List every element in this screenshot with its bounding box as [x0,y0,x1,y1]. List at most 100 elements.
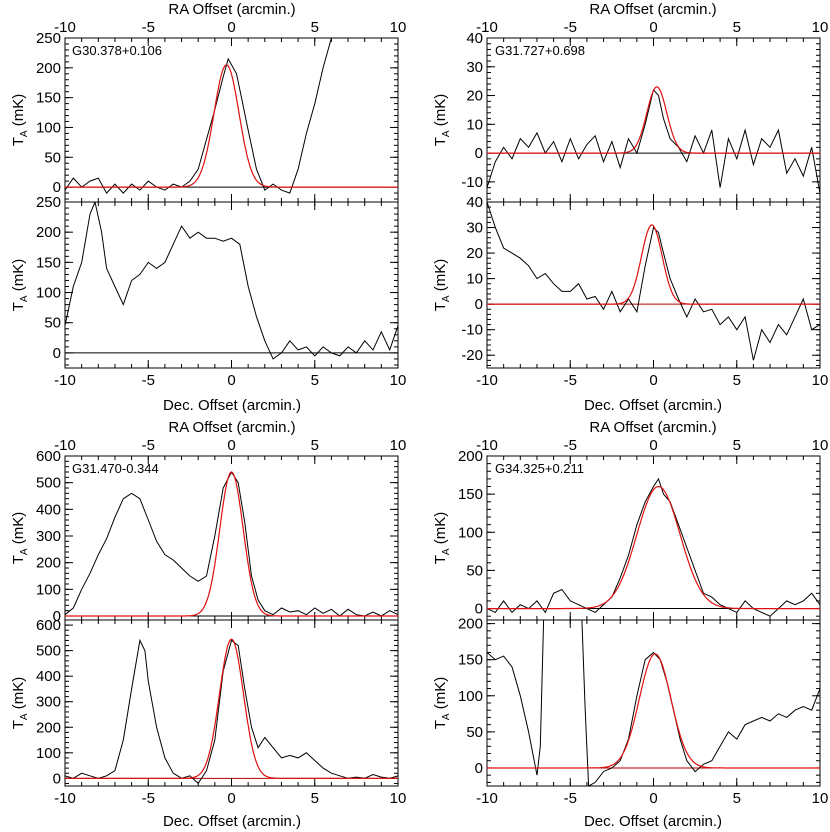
x-top-tick-label: 5 [311,19,319,36]
x-bottom-tick-label: -5 [142,790,155,807]
y-tick-label: 150 [458,652,483,669]
panel-2-source-name: G31.727+0.698 [495,43,585,58]
y-tick-label: 400 [36,501,61,518]
panel-3-top-axis-title: RA Offset (arcmin.) [168,419,295,436]
y-tick-label: 50 [466,562,483,579]
y-tick-label: 200 [458,616,483,633]
y-axis-label: TA (mK) [432,259,452,312]
y-axis-label: TA (mK) [10,677,30,730]
y-tick-label: -10 [461,322,483,339]
panel-4-dec-plot: 0 50 100 150 200 -10 -5 0 5 10 TA (mK) [432,616,828,807]
y-tick-label: 150 [36,254,61,271]
x-bottom-tick-label: 0 [649,790,657,807]
x-bottom-tick-label: -5 [142,372,155,389]
y-tick-label: 50 [44,315,61,332]
y-tick-label: 40 [466,194,483,211]
spectrum-line [65,470,398,617]
y-axis-label: TA (mK) [10,94,30,147]
panel-2-top-axis-title: RA Offset (arcmin.) [589,1,716,18]
x-bottom-tick-label: -10 [476,790,498,807]
plot-frame [486,619,821,787]
y-axis-label: TA (mK) [10,512,30,565]
y-tick-label: 600 [36,617,61,634]
y-tick-label: 0 [53,345,61,362]
y-tick-label: 200 [36,224,61,241]
plot-frame [64,619,399,787]
x-top-tick-label: -5 [564,437,577,454]
panel-group-3: RA Offset (arcmin.) G31.470-0.344 Dec. O… [10,419,406,830]
spectrum-line [487,620,820,786]
gaussian-fit-line [487,224,820,305]
y-tick-label: 0 [475,296,483,313]
y-tick-label: 10 [466,116,483,133]
x-top-tick-label: 10 [812,437,829,454]
y-tick-label: 0 [53,770,61,787]
x-top-tick-label: 10 [390,19,407,36]
x-bottom-tick-label: 0 [649,372,657,389]
y-tick-label: 100 [36,285,61,302]
y-tick-label: 150 [458,486,483,503]
x-top-tick-label: -5 [142,437,155,454]
y-tick-label: 30 [466,59,483,76]
panel-1-source-name: G30.378+0.106 [72,43,162,58]
x-top-tick-label: 0 [649,19,657,36]
gaussian-fit-line [65,471,398,617]
spectrum-line [65,202,398,360]
x-bottom-tick-label: 5 [311,790,319,807]
panel-group-2: RA Offset (arcmin.) G31.727+0.698 Dec. O… [432,1,828,414]
y-tick-label: -20 [461,347,483,364]
y-tick-label: 0 [475,760,483,777]
gaussian-fit-line [65,64,398,188]
x-top-tick-label: 10 [812,19,829,36]
y-tick-label: 0 [53,608,61,625]
panel-4-source-name: G34.325+0.211 [495,461,584,476]
plot-frame [64,37,399,203]
x-top-tick-label: 10 [390,437,407,454]
y-tick-label: 40 [466,30,483,47]
x-top-tick-label: -5 [564,19,577,36]
panel-4-ra-plot: 0 50 100 150 200-10 -5 0 5 10 TA (mK) [432,437,829,621]
panel-1-top-axis-title: RA Offset (arcmin.) [168,1,295,18]
y-tick-label: 10 [466,271,483,288]
panel-3-source-name: G31.470-0.344 [72,461,159,476]
y-tick-label: 600 [36,448,61,465]
y-tick-label: 100 [458,524,483,541]
y-tick-label: 0 [475,145,483,162]
y-tick-label: 150 [36,90,61,107]
panel-3-bottom-axis-title: Dec. Offset (arcmin.) [163,813,301,830]
x-bottom-tick-label: 5 [733,372,741,389]
y-tick-label: 20 [466,88,483,105]
gaussian-fit-line [487,485,820,610]
x-bottom-tick-label: 5 [311,372,319,389]
gaussian-fit-line [487,653,820,769]
x-bottom-tick-label: 0 [227,790,235,807]
y-tick-label: 100 [36,119,61,136]
y-tick-label: 250 [36,194,61,211]
y-tick-label: 300 [36,528,61,545]
panel-3-dec-plot: 0 100 200 300 400 500 600 -10 -5 0 5 10 TA (mK) [10,617,406,807]
x-bottom-tick-label: -10 [54,372,76,389]
gaussian-fit-line [487,86,820,154]
x-bottom-tick-label: 10 [390,790,407,807]
y-tick-label: 200 [36,60,61,77]
panel-group-1: RA Offset (arcmin.) G30.378+0.106 Dec. O… [10,1,406,414]
x-bottom-tick-label: -5 [564,790,577,807]
panel-2-dec-plot: -20 -10 0 10 20 30 40 -10 -5 0 5 10 TA (mK) [432,194,828,389]
x-top-tick-label: -5 [142,19,155,36]
spectrum-line [487,477,820,617]
x-bottom-tick-label: 5 [733,790,741,807]
y-tick-label: 0 [53,179,61,196]
x-top-tick-label: 5 [311,437,319,454]
x-bottom-tick-label: 0 [227,372,235,389]
spectrum-line [487,88,820,194]
y-tick-label: 200 [36,719,61,736]
x-top-tick-label: 5 [733,19,741,36]
panel-1-dec-plot: 0 50 100 150 200 250 -10 -5 0 5 10 TA (mK) [10,194,406,389]
panel-2-bottom-axis-title: Dec. Offset (arcmin.) [584,397,722,414]
y-axis-label: TA (mK) [432,677,452,730]
y-tick-label: 400 [36,668,61,685]
y-axis-label: TA (mK) [432,512,452,565]
y-tick-label: 50 [44,149,61,166]
